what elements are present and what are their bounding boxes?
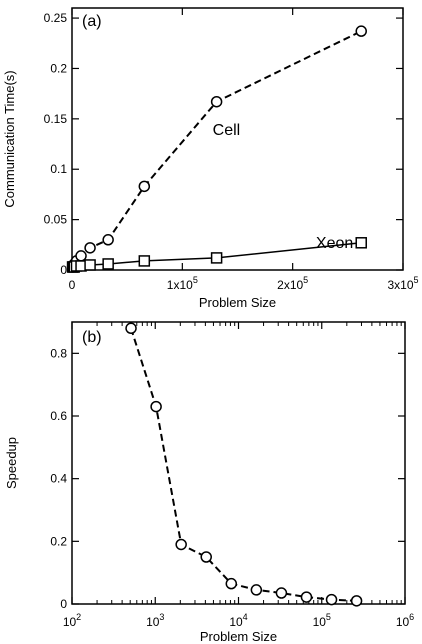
y-tick-label: 0.2 <box>50 61 67 75</box>
data-point <box>102 258 114 270</box>
data-point <box>325 593 338 606</box>
y-tick-label: 0.25 <box>44 11 68 25</box>
x-tick-label-exponent: 3 <box>159 612 164 622</box>
data-point <box>84 259 96 271</box>
x-axis-label: Problem Size <box>200 629 277 644</box>
x-tick-label: 3x105 <box>387 275 418 292</box>
data-point <box>355 237 367 249</box>
data-point <box>250 584 263 596</box>
x-tick-label-base: 0 <box>69 278 76 292</box>
x-tick-label: 102 <box>63 612 81 629</box>
series-label: Cell <box>213 122 241 139</box>
x-tick-label-exponent: 5 <box>303 275 308 285</box>
data-point <box>300 591 313 603</box>
y-axis-label: Communication Time(s) <box>2 70 17 207</box>
x-tick-label: 105 <box>313 612 331 629</box>
data-point <box>350 595 363 607</box>
x-tick-label: 2x105 <box>277 275 308 292</box>
plot-frame <box>71 7 404 271</box>
x-tick-label: 1x105 <box>167 275 198 292</box>
panel-label: (b) <box>82 329 102 346</box>
data-point <box>150 400 162 413</box>
data-point <box>210 252 223 264</box>
x-tick-label: 0 <box>69 278 76 292</box>
x-tick-label-base: 2x10 <box>277 278 303 292</box>
series-line <box>130 327 357 602</box>
panel-label: (a) <box>82 13 102 30</box>
series-label: Xeon <box>316 235 353 252</box>
x-tick-label: 106 <box>396 612 414 629</box>
x-tick-label-exponent: 4 <box>243 612 248 622</box>
data-point <box>275 587 288 599</box>
y-tick-label: 0 <box>60 263 67 277</box>
data-point <box>200 551 212 563</box>
data-point <box>138 255 151 267</box>
data-point <box>225 577 238 590</box>
x-tick-label-base: 10 <box>396 615 410 629</box>
y-tick-label: 0.1 <box>50 162 67 176</box>
y-axis-label: Speedup <box>4 437 19 489</box>
x-tick-label-base: 10 <box>146 615 160 629</box>
y-tick-label: 0.05 <box>44 213 68 227</box>
data-point <box>175 538 187 551</box>
data-point <box>84 242 96 254</box>
x-tick-label-base: 3x10 <box>387 278 413 292</box>
x-tick-label-exponent: 5 <box>414 275 419 285</box>
y-tick-label: 0.2 <box>50 534 67 548</box>
y-tick-label: 0.8 <box>50 346 67 360</box>
x-tick-label: 103 <box>146 612 164 629</box>
plot-frame <box>71 321 406 605</box>
data-point <box>102 234 114 246</box>
x-axis-label: Problem Size <box>199 295 276 310</box>
y-tick-label: 0.15 <box>44 112 68 126</box>
x-tick-label-exponent: 5 <box>326 612 331 622</box>
y-tick-label: 0 <box>60 597 67 611</box>
data-point <box>355 25 367 37</box>
y-tick-label: 0.6 <box>50 409 67 423</box>
data-point <box>138 180 151 193</box>
x-tick-label-exponent: 6 <box>409 612 414 622</box>
x-tick-label-base: 10 <box>63 615 77 629</box>
x-tick-label-exponent: 5 <box>193 275 198 285</box>
chart-communication-time: 0 1x105 2x105 3x10500.050.10.150.20.25Probl… <box>2 7 419 310</box>
series-line <box>71 30 362 268</box>
y-tick-label: 0.4 <box>50 472 67 486</box>
x-tick-label-base: 10 <box>313 615 327 629</box>
x-tick-label-base: 10 <box>229 615 243 629</box>
x-tick-label-base: 1x10 <box>167 278 193 292</box>
x-tick-label: 104 <box>229 612 247 629</box>
data-point <box>125 322 137 335</box>
x-tick-label-exponent: 2 <box>76 612 81 622</box>
data-point <box>210 95 223 108</box>
